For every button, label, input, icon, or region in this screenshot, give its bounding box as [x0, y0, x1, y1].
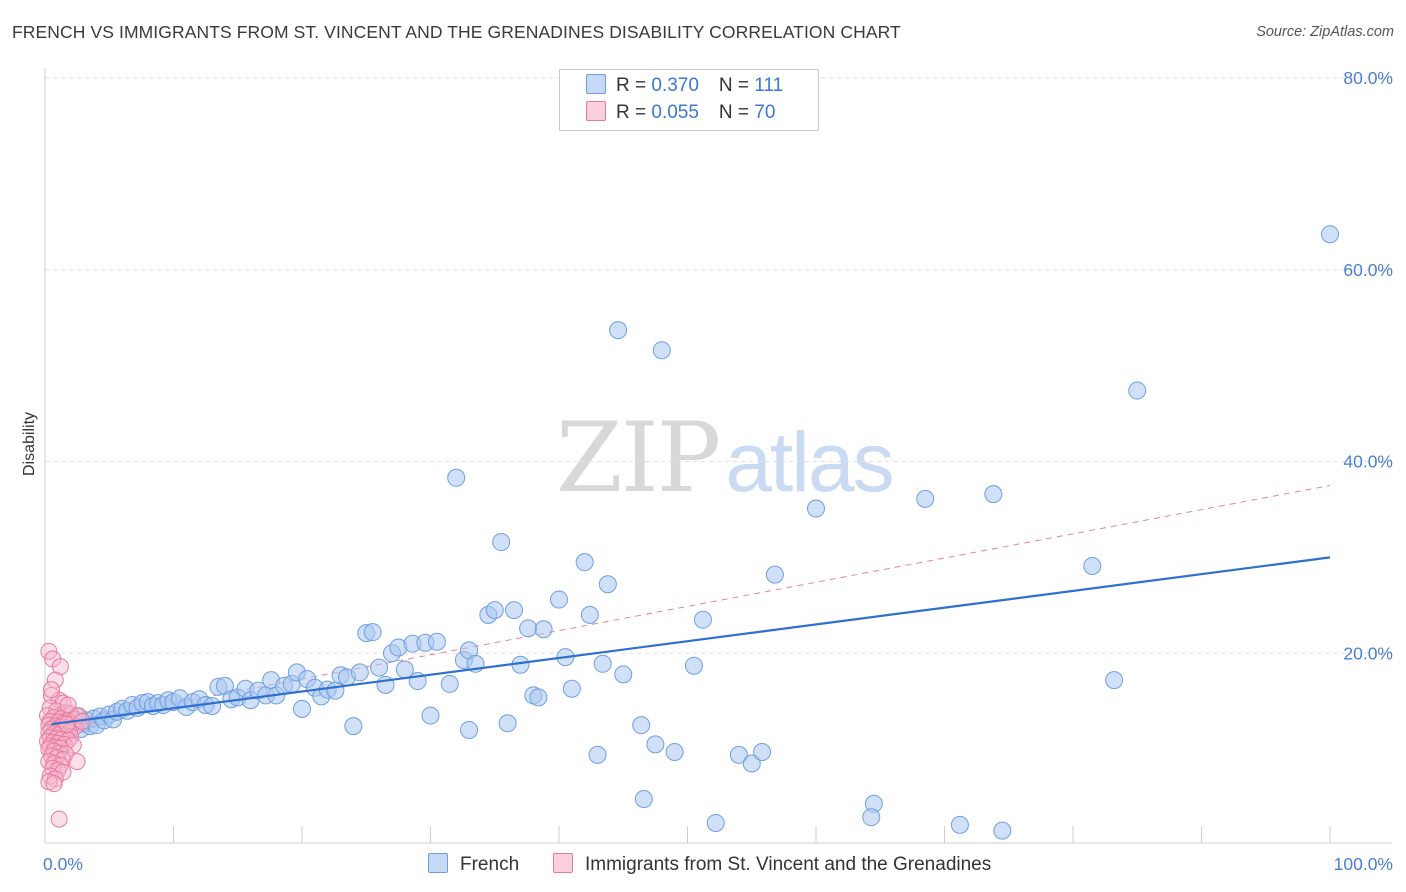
point-french — [1128, 381, 1147, 400]
x-tick-label: 0.0% — [43, 854, 83, 874]
point-french — [550, 590, 568, 609]
x-tick-label: 100.0% — [1334, 854, 1393, 874]
legend-r-label: R = — [616, 102, 652, 123]
point-french — [807, 499, 825, 518]
y-tick-label: 20.0% — [1343, 643, 1393, 663]
series-legend-immigrants[interactable]: Immigrants from St. Vincent and the Gren… — [553, 853, 991, 876]
stats-legend: R = 0.370 N = 111 R = 0.055 N = 70 — [559, 69, 819, 131]
point-french — [363, 623, 382, 642]
point-french — [993, 821, 1012, 840]
point-french — [498, 714, 517, 733]
point-french — [646, 735, 665, 754]
point-french — [916, 489, 935, 508]
point-french — [344, 717, 363, 736]
point-french — [421, 706, 440, 725]
point-french — [652, 341, 671, 360]
point-french — [492, 533, 511, 552]
legend-n-value: 111 — [754, 75, 784, 96]
point-french — [765, 565, 784, 584]
watermark-atlas: atlas — [725, 415, 894, 509]
point-french — [634, 789, 653, 808]
series-swatch-immigrants — [553, 853, 573, 873]
point-french — [729, 745, 748, 764]
point-french — [862, 808, 881, 827]
point-french — [519, 619, 538, 638]
point-french — [742, 754, 761, 773]
point-french — [370, 658, 389, 677]
legend-n-label: N = — [718, 102, 755, 123]
series-legend: French Immigrants from St. Vincent and t… — [0, 853, 1406, 877]
point-french — [1105, 671, 1124, 690]
point-french — [614, 665, 633, 684]
legend-swatch-immigrants — [586, 101, 606, 121]
point-french — [609, 321, 628, 340]
source-label: Source: ZipAtlas.com — [1256, 24, 1394, 40]
point-immigrants — [51, 658, 69, 676]
point-french — [593, 654, 612, 673]
point-immigrants — [45, 775, 63, 793]
series-swatch-french — [428, 853, 448, 873]
point-french — [485, 601, 504, 620]
point-french — [529, 688, 548, 707]
point-french — [684, 656, 703, 675]
legend-row-french: R = 0.370 N = 111 — [586, 74, 783, 98]
point-french — [1083, 557, 1102, 576]
point-french — [293, 699, 311, 718]
watermark: ZIPatlas — [556, 402, 895, 514]
point-french — [588, 745, 607, 764]
legend-swatch-french — [586, 74, 606, 94]
point-french — [326, 681, 345, 700]
point-french — [447, 468, 466, 487]
point-immigrants — [50, 810, 68, 828]
trendline-french — [51, 556, 1331, 726]
point-immigrants — [41, 767, 59, 785]
point-french — [753, 743, 772, 762]
point-french — [350, 663, 369, 682]
legend-row-immigrants: R = 0.055 N = 70 — [586, 101, 775, 125]
point-french — [632, 716, 651, 735]
point-immigrants — [40, 642, 58, 660]
point-french — [693, 610, 712, 629]
point-french — [203, 696, 222, 715]
point-french — [460, 720, 479, 739]
point-french — [950, 815, 969, 834]
series-name-french: French — [460, 854, 520, 875]
point-french — [440, 674, 459, 693]
legend-r-value: 0.055 — [651, 102, 699, 123]
point-immigrants — [59, 696, 77, 714]
point-french — [575, 553, 594, 572]
legend-r-value: 0.370 — [651, 75, 699, 96]
y-tick-label: 60.0% — [1343, 260, 1393, 280]
point-french — [562, 679, 581, 698]
y-tick-label: 80.0% — [1343, 68, 1393, 88]
point-french — [984, 485, 1003, 504]
point-french — [580, 605, 599, 624]
watermark-zip: ZIP — [556, 402, 721, 514]
point-immigrants — [68, 753, 86, 771]
point-french — [1321, 225, 1339, 244]
legend-n-value: 70 — [754, 102, 776, 123]
y-tick-label: 40.0% — [1343, 452, 1393, 472]
series-legend-french[interactable]: French — [428, 853, 519, 876]
point-french — [534, 620, 553, 639]
series-name-immigrants: Immigrants from St. Vincent and the Gren… — [585, 854, 992, 875]
chart-title: FRENCH VS IMMIGRANTS FROM ST. VINCENT AN… — [12, 22, 901, 42]
point-immigrants — [42, 681, 60, 699]
legend-n-label: N = — [718, 75, 755, 96]
point-french — [505, 601, 524, 620]
point-immigrants — [58, 715, 76, 733]
trendline-immigrants — [51, 484, 1331, 727]
point-french — [427, 632, 446, 651]
point-french — [706, 813, 725, 832]
point-french — [598, 575, 617, 594]
point-french — [665, 743, 684, 762]
legend-r-label: R = — [616, 75, 652, 96]
